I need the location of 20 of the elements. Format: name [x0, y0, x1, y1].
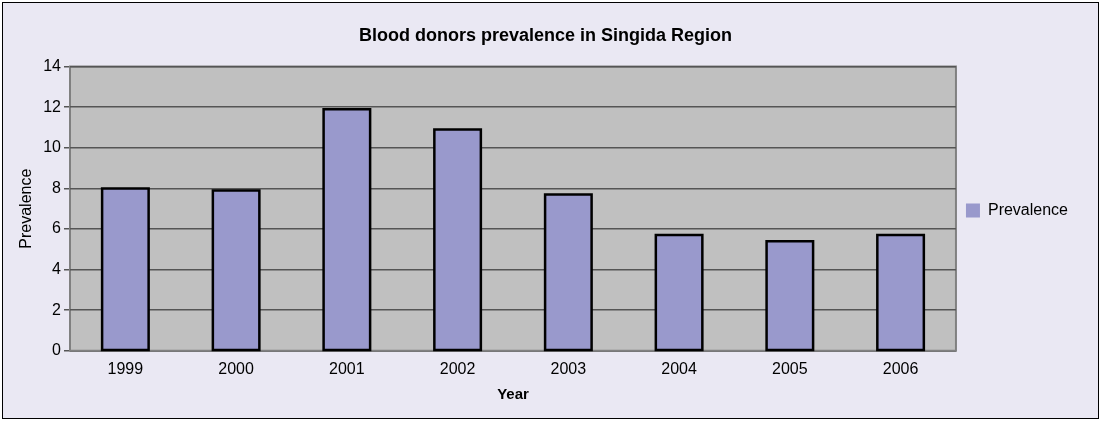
- y-tick-label: 8: [52, 178, 62, 196]
- chart-title: Blood donors prevalence in Singida Region: [358, 24, 733, 45]
- y-tick-label: 12: [43, 97, 62, 115]
- x-tick-label: 2002: [439, 359, 476, 377]
- y-tick-label: 6: [52, 219, 62, 237]
- x-tick-label: 2003: [550, 359, 587, 377]
- y-tick-label: 4: [52, 260, 62, 278]
- x-tick-label: 2001: [329, 359, 365, 377]
- x-tick-label: 2004: [661, 359, 697, 377]
- x-tick-label: 1999: [107, 359, 144, 377]
- y-tick-label: 0: [52, 341, 62, 359]
- legend-label: Prevalence: [987, 200, 1069, 218]
- x-tick-label: 2000: [218, 359, 255, 377]
- x-tick-label: 2005: [772, 359, 808, 377]
- y-axis-title: Prevalence: [17, 168, 35, 249]
- y-tick-label: 14: [43, 57, 62, 75]
- x-tick-label: 2006: [882, 359, 919, 377]
- y-tick-label: 10: [43, 138, 62, 156]
- y-tick-label: 2: [52, 300, 62, 318]
- x-axis-title: Year: [497, 385, 529, 403]
